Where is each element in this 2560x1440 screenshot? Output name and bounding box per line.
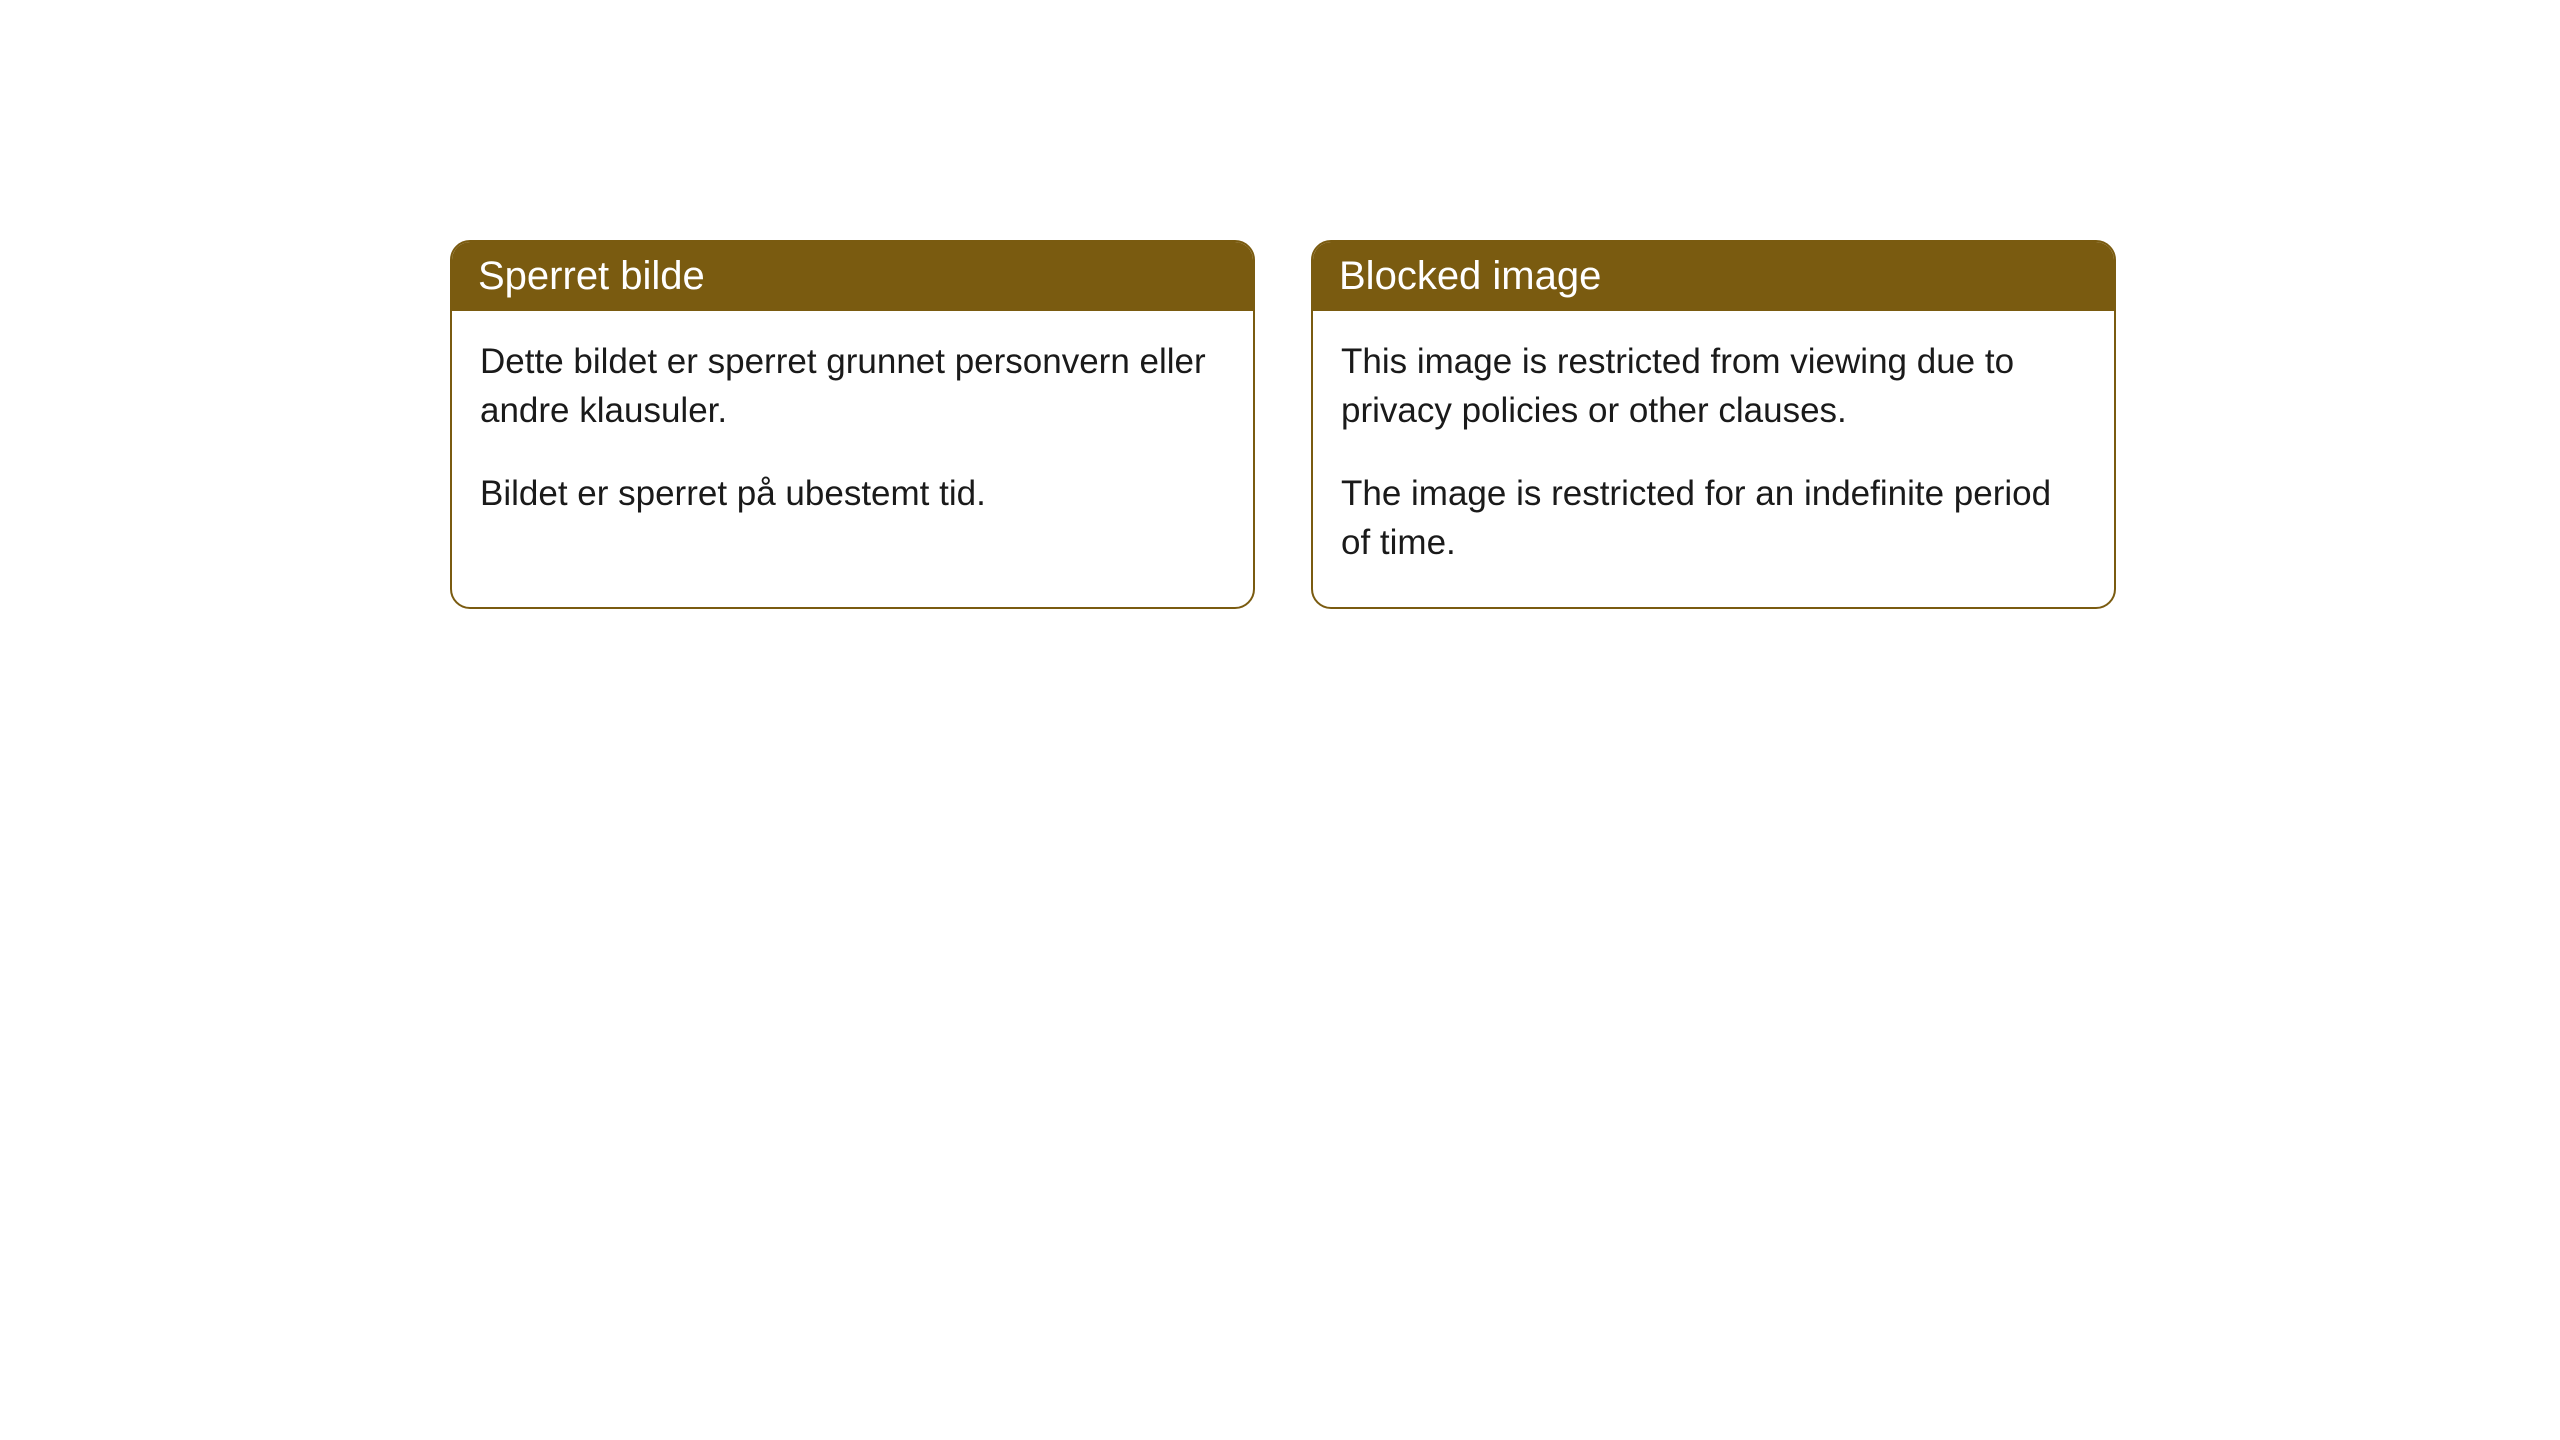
card-body-english: This image is restricted from viewing du… <box>1313 311 2114 607</box>
card-paragraph-1-norwegian: Dette bildet er sperret grunnet personve… <box>480 337 1225 435</box>
notice-card-norwegian: Sperret bilde Dette bildet er sperret gr… <box>450 240 1255 609</box>
card-header-norwegian: Sperret bilde <box>452 242 1253 311</box>
card-paragraph-2-norwegian: Bildet er sperret på ubestemt tid. <box>480 469 1225 518</box>
card-header-english: Blocked image <box>1313 242 2114 311</box>
notice-cards-container: Sperret bilde Dette bildet er sperret gr… <box>0 0 2560 609</box>
notice-card-english: Blocked image This image is restricted f… <box>1311 240 2116 609</box>
card-paragraph-1-english: This image is restricted from viewing du… <box>1341 337 2086 435</box>
card-paragraph-2-english: The image is restricted for an indefinit… <box>1341 469 2086 567</box>
card-body-norwegian: Dette bildet er sperret grunnet personve… <box>452 311 1253 558</box>
